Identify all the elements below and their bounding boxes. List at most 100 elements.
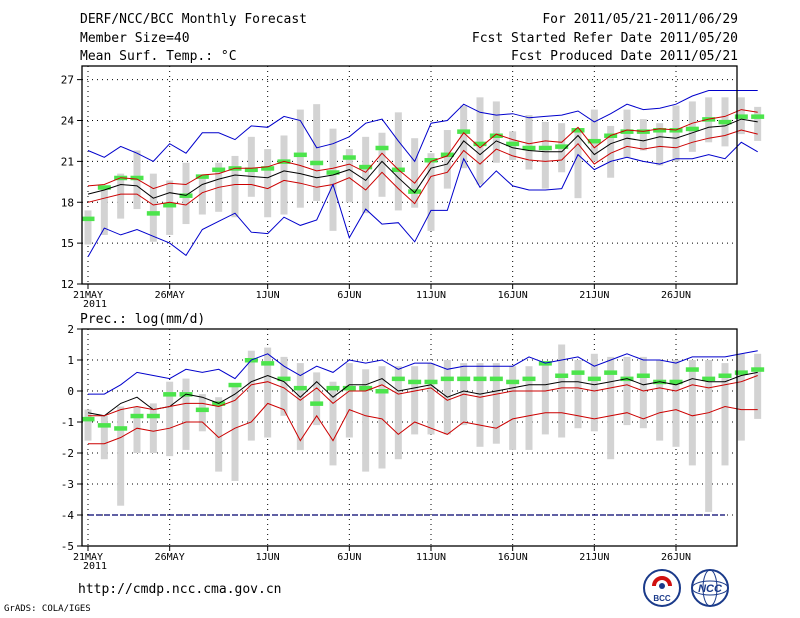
temp-x-tick-label: 11JUN <box>416 290 446 301</box>
temp-spread-box <box>247 136 255 197</box>
temp-y-tick-label: 24 <box>61 115 75 128</box>
precip-year-label: 2011 <box>83 561 107 572</box>
precip-spread-box <box>247 350 255 441</box>
temp-observed-marker <box>489 133 503 138</box>
precip-spread-box <box>721 363 729 466</box>
precip-observed-marker <box>146 413 160 419</box>
temp-y-tick-label: 15 <box>61 237 74 250</box>
precip-observed-marker <box>81 416 95 422</box>
temp-observed-marker <box>163 202 177 208</box>
precip-observed-marker <box>669 379 683 385</box>
temp-spread-box <box>394 112 402 211</box>
temp-spread-box <box>574 128 582 199</box>
precip-observed-marker <box>195 407 209 413</box>
temp-x-tick-label: 1JUN <box>256 290 280 301</box>
temp-spread-box <box>476 97 484 185</box>
precip-x-tick-label: 16JUN <box>498 552 528 563</box>
precip-spread-box <box>509 366 517 450</box>
temp-spread-box <box>264 149 272 218</box>
precip-observed-marker <box>555 373 569 378</box>
precip-spread-box <box>329 381 337 466</box>
precip-spread-box <box>574 360 582 429</box>
precip-observed-marker <box>587 376 601 382</box>
precip-y-tick-label: -2 <box>61 447 74 460</box>
precip-upper-inner-line <box>88 375 758 417</box>
precip-observed-marker <box>293 385 307 391</box>
precip-spread-box <box>525 366 533 450</box>
precip-observed-marker <box>114 426 128 431</box>
precip-spread-box <box>590 353 598 432</box>
temp-spread-box <box>607 125 615 178</box>
temp-observed-marker <box>718 119 732 125</box>
temp-observed-marker <box>587 138 601 144</box>
temp-observed-marker <box>97 185 111 190</box>
temp-year-label: 2011 <box>83 299 107 310</box>
precip-observed-marker <box>604 370 618 375</box>
precip-x-tick-label: 26MAY <box>155 552 185 563</box>
precip-spread-box <box>639 356 647 429</box>
temp-spread-box <box>460 105 468 169</box>
temp-spread-box <box>427 153 435 231</box>
precip-observed-marker <box>228 382 242 388</box>
precip-observed-marker <box>310 401 324 406</box>
precip-observed-marker <box>718 373 732 378</box>
precip-spread-box <box>362 369 370 472</box>
temp-observed-marker <box>408 189 422 194</box>
temp-y-tick-label: 12 <box>61 278 74 291</box>
precip-observed-marker <box>424 379 438 385</box>
precip-y-tick-label: -3 <box>61 478 74 491</box>
precip-observed-marker <box>391 376 405 382</box>
precip-spread-box <box>182 378 190 450</box>
variable-label: Mean Surf. Temp.: °C <box>80 49 237 64</box>
precip-observed-marker <box>97 423 111 428</box>
precip-spread-box <box>672 360 680 447</box>
precip-spread-box <box>688 360 696 466</box>
temp-upper-inner-line <box>87 109 758 190</box>
temp-spread-box <box>313 104 321 201</box>
precip-spread-box <box>280 356 288 416</box>
temp-observed-marker <box>342 155 356 160</box>
temp-spread-box <box>378 132 386 197</box>
temp-spread-box <box>231 155 239 218</box>
member-size-label: Member Size=40 <box>80 31 190 46</box>
precip-x-tick-label: 21JUN <box>579 552 609 563</box>
precip-x-tick-label: 26JUN <box>661 552 691 563</box>
precip-observed-marker <box>685 367 699 372</box>
temp-spread-box <box>443 130 451 189</box>
precip-spread-box <box>737 353 745 441</box>
temp-observed-marker <box>195 174 209 179</box>
temp-frame <box>81 65 738 285</box>
precip-observed-marker <box>277 376 291 382</box>
temp-y-tick-label: 27 <box>61 74 74 87</box>
ncc-logo-text: NCC <box>698 583 723 595</box>
temp-observed-marker <box>620 129 634 134</box>
source-url[interactable]: http://cmdp.ncc.cma.gov.cn <box>78 582 282 597</box>
temp-spread-box <box>656 123 664 166</box>
precip-frame <box>81 328 738 547</box>
temp-observed-marker <box>244 167 258 173</box>
precip-spread-box <box>492 363 500 444</box>
precip-spread-box <box>84 409 92 441</box>
temp-observed-marker <box>293 152 307 158</box>
precip-x-tick-label: 1JUN <box>256 552 280 563</box>
precip-observed-marker <box>163 392 177 397</box>
temp-spread-box <box>639 119 647 151</box>
precip-y-tick-label: 1 <box>67 354 74 367</box>
temp-x-tick-label: 26JUN <box>661 290 691 301</box>
precip-observed-marker <box>702 376 716 382</box>
temp-observed-marker <box>734 114 748 119</box>
precip-spread-box <box>166 381 174 457</box>
precip-spread-box <box>215 397 223 472</box>
precip-observed-marker <box>261 361 275 366</box>
precip-lower-inner-line <box>88 402 758 445</box>
temp-spread-box <box>117 173 125 219</box>
precip-spread-box <box>198 394 206 432</box>
precip-y-tick-label: -1 <box>61 416 74 429</box>
precip-y-tick-label: 2 <box>67 323 74 336</box>
temp-observed-marker <box>326 170 340 175</box>
precip-observed-marker <box>326 385 340 391</box>
precip-spread-box <box>541 363 549 435</box>
temp-lower-envelope-line <box>87 141 758 258</box>
temp-spread-box <box>296 109 304 208</box>
